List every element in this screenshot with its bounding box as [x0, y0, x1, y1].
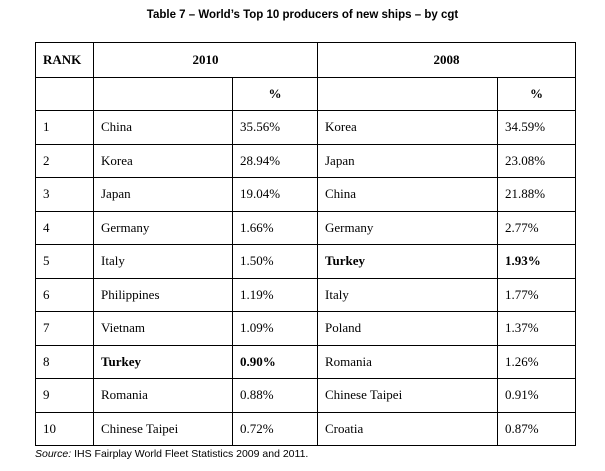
table-row: 10 Chinese Taipei 0.72% Croatia 0.87%: [35, 411, 576, 446]
table-cell: Croatia: [317, 411, 498, 446]
table-cell: Korea: [317, 110, 498, 145]
table-cell: 34.59%: [497, 110, 576, 145]
table-cell: 1.19%: [232, 277, 318, 312]
table-row: 2 Korea 28.94% Japan 23.08%: [35, 143, 576, 178]
table-cell: Turkey: [317, 244, 498, 279]
table-cell: Vietnam: [93, 311, 233, 346]
table-row: 1 China 35.56% Korea 34.59%: [35, 110, 576, 145]
table-cell: Germany: [93, 210, 233, 245]
table-cell: 23.08%: [497, 143, 576, 178]
subheader-cell: %: [232, 77, 318, 111]
table-cell: 28.94%: [232, 143, 318, 178]
table-row: 3 Japan 19.04% China 21.88%: [35, 177, 576, 212]
table-cell: 0.88%: [232, 378, 318, 413]
table-cell: 2.77%: [497, 210, 576, 245]
table-cell: Romania: [93, 378, 233, 413]
table-cell: 5: [35, 244, 94, 279]
source-label: Source:: [35, 448, 72, 460]
table-row: 9 Romania 0.88% Chinese Taipei 0.91%: [35, 378, 576, 413]
table-cell: 1.09%: [232, 311, 318, 346]
table-cell: Japan: [317, 143, 498, 178]
table-row: 5 Italy 1.50% Turkey 1.93%: [35, 244, 576, 279]
table-row: 4 Germany 1.66% Germany 2.77%: [35, 210, 576, 245]
table-cell: Philippines: [93, 277, 233, 312]
header-cell: RANK: [35, 42, 94, 78]
table-cell: Poland: [317, 311, 498, 346]
table-cell: 4: [35, 210, 94, 245]
table-cell: 8: [35, 344, 94, 379]
table-cell: Japan: [93, 177, 233, 212]
table-cell: Korea: [93, 143, 233, 178]
table-cell: 1.93%: [497, 244, 576, 279]
source-text: IHS Fairplay World Fleet Statistics 2009…: [71, 448, 309, 460]
header-cell: 2008: [317, 42, 576, 78]
table-cell: 1.50%: [232, 244, 318, 279]
table-cell: Italy: [93, 244, 233, 279]
table-cell: 2: [35, 143, 94, 178]
table-cell: 1.37%: [497, 311, 576, 346]
table-cell: 6: [35, 277, 94, 312]
table-cell: 10: [35, 411, 94, 446]
table-cell: 21.88%: [497, 177, 576, 212]
table-cell: 0.90%: [232, 344, 318, 379]
table-cell: 1.66%: [232, 210, 318, 245]
table-cell: China: [317, 177, 498, 212]
table-cell: 35.56%: [232, 110, 318, 145]
table-cell: 9: [35, 378, 94, 413]
table-cell: 0.87%: [497, 411, 576, 446]
table-cell: 1.26%: [497, 344, 576, 379]
table-row: 8 Turkey 0.90% Romania 1.26%: [35, 344, 576, 379]
table-cell: Germany: [317, 210, 498, 245]
table-cell: Italy: [317, 277, 498, 312]
table-cell: 1.77%: [497, 277, 576, 312]
table-title: Table 7 – World’s Top 10 producers of ne…: [146, 9, 459, 21]
table: RANK 2010 2008 % % 1 China 35.56% Korea 34.5…: [35, 42, 576, 446]
table-cell: 19.04%: [232, 177, 318, 212]
subheader-cell: %: [497, 77, 576, 111]
table-cell: Turkey: [93, 344, 233, 379]
source-note: Source: IHS Fairplay World Fleet Statist…: [35, 448, 308, 460]
table-cell: 3: [35, 177, 94, 212]
table-cell: 0.72%: [232, 411, 318, 446]
table-cell: China: [93, 110, 233, 145]
table-row: 6 Philippines 1.19% Italy 1.77%: [35, 277, 576, 312]
header-cell: 2010: [93, 42, 318, 78]
table-row: 7 Vietnam 1.09% Poland 1.37%: [35, 311, 576, 346]
table-cell: 7: [35, 311, 94, 346]
table-cell: 1: [35, 110, 94, 145]
table-cell: Chinese Taipei: [317, 378, 498, 413]
table-cell: 0.91%: [497, 378, 576, 413]
table-cell: Chinese Taipei: [93, 411, 233, 446]
table-cell: Romania: [317, 344, 498, 379]
